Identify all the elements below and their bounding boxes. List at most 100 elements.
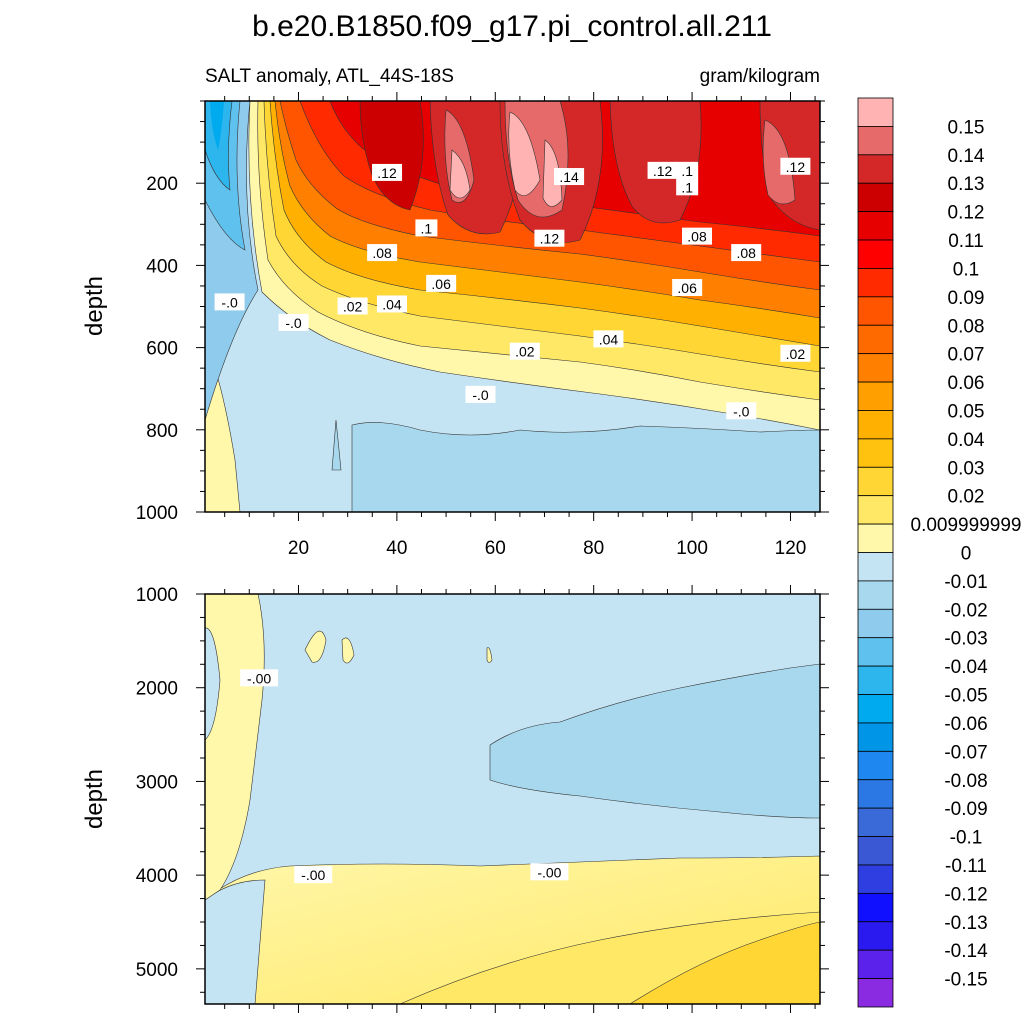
colorbar-box <box>857 949 894 979</box>
contour-label: -.00 <box>294 866 333 884</box>
contour-label: .02 <box>780 344 811 362</box>
colorbar-label: 0.12 <box>948 203 985 224</box>
svg-text:.04: .04 <box>599 331 619 347</box>
contour-label: .08 <box>682 227 712 245</box>
svg-text:-.0: -.0 <box>221 294 238 310</box>
colorbar-box <box>857 154 894 184</box>
colorbar-label: -0.12 <box>944 884 987 905</box>
lower-contour-fills <box>205 594 820 1004</box>
lower-y-axis-title: depth <box>81 769 108 829</box>
colorbar-box <box>857 694 894 724</box>
colorbar-label: 0.07 <box>948 345 985 366</box>
colorbar-label: 0.11 <box>948 231 984 252</box>
lower-contour-labels: -.00 -.00 -.00 <box>240 669 569 884</box>
y-tick-label: 1000 <box>136 503 178 524</box>
upper-axes: 20 40 60 80 100 120 200 400 600 800 1000 <box>136 92 829 559</box>
y-tick-label: 800 <box>146 421 178 442</box>
colorbar-label: -0.02 <box>944 600 987 621</box>
colorbar-label: -0.03 <box>944 629 987 650</box>
colorbar-box <box>857 97 894 127</box>
x-tick-label: 100 <box>676 538 708 559</box>
subtitle-right: gram/kilogram <box>700 66 820 87</box>
contour-label: .04 <box>593 330 624 348</box>
colorbar-label: 0.04 <box>948 430 985 451</box>
colorbar-label: -0.05 <box>944 686 987 707</box>
colorbar-box <box>857 182 894 213</box>
x-tick-label: 60 <box>485 538 506 559</box>
contour-label: .06 <box>672 279 703 297</box>
colorbar-label: 0 <box>961 544 972 565</box>
colorbar-box <box>857 211 894 241</box>
svg-text:.12: .12 <box>540 231 560 247</box>
y-tick-label: 600 <box>146 339 178 360</box>
colorbar-label: 0.02 <box>948 487 985 508</box>
upper-contour-fills <box>205 101 820 512</box>
contour-label: .04 <box>376 295 407 313</box>
contour-label: .02 <box>509 342 540 360</box>
colorbar-box <box>857 495 894 525</box>
svg-text:.08: .08 <box>687 229 707 245</box>
svg-text:.06: .06 <box>431 276 451 292</box>
colorbar-box <box>857 722 894 752</box>
colorbar-box <box>857 921 894 951</box>
svg-text:.12: .12 <box>653 163 673 179</box>
svg-text:.1: .1 <box>681 179 693 195</box>
colorbar-label: -0.11 <box>945 856 987 877</box>
colorbar-box <box>857 892 894 923</box>
contour-label: .1 <box>415 219 438 237</box>
colorbar-box <box>857 438 894 468</box>
colorbar-label: 0.1 <box>953 259 979 280</box>
colorbar-label: 0.05 <box>948 401 985 422</box>
colorbar-box <box>857 324 894 355</box>
colorbar-label: -0.13 <box>944 913 987 934</box>
colorbar-label: -0.1 <box>950 828 983 849</box>
contour-label: -.0 <box>214 293 245 311</box>
y-tick-label: 2000 <box>136 679 178 700</box>
y-tick-label: 4000 <box>136 866 178 887</box>
colorbar-box <box>857 750 894 781</box>
colorbar-label: -0.08 <box>944 771 987 792</box>
contour-label: .14 <box>554 168 585 186</box>
colorbar-box <box>857 665 894 695</box>
colorbar-label: -0.15 <box>944 970 987 991</box>
y-tick-label: 3000 <box>136 772 178 793</box>
colorbar-box <box>857 466 894 497</box>
svg-text:.1: .1 <box>421 220 433 236</box>
colorbar-box <box>857 836 894 866</box>
svg-text:-.00: -.00 <box>537 864 561 880</box>
colorbar-box <box>857 978 894 1008</box>
contour-label: -.0 <box>465 385 496 403</box>
svg-text:.02: .02 <box>343 299 363 315</box>
colorbar-box <box>857 608 894 639</box>
colorbar-label: -0.01 <box>944 572 987 593</box>
contour-label: .02 <box>337 297 368 315</box>
svg-text:.12: .12 <box>377 165 397 181</box>
svg-text:.06: .06 <box>677 280 697 296</box>
contour-label: .12 <box>647 161 678 179</box>
y-tick-label: 5000 <box>136 960 178 981</box>
upper-panel: 20 40 60 80 100 120 200 400 600 800 1000 .12 .14 .12… <box>81 92 829 559</box>
y-tick-label: 200 <box>146 174 178 195</box>
colorbar-label: 0.03 <box>948 458 985 479</box>
colorbar-label: 0.14 <box>948 146 985 167</box>
svg-text:.08: .08 <box>372 245 392 261</box>
colorbar-box <box>857 410 894 440</box>
colorbar-box <box>857 637 894 667</box>
colorbar-label: 0.15 <box>948 117 985 138</box>
svg-text:.14: .14 <box>559 169 579 185</box>
colorbar-box <box>857 126 894 156</box>
colorbar-labels: 0.15 0.14 0.13 0.12 0.11 0.1 0.09 0.08 0.07 0.06 0… <box>911 117 1022 990</box>
contour-label: .1 <box>676 161 699 179</box>
colorbar-label: 0.13 <box>948 174 985 195</box>
x-tick-label: 120 <box>775 538 807 559</box>
svg-text:.02: .02 <box>515 344 535 360</box>
colorbar-label: 0.009999999 <box>911 515 1022 536</box>
colorbar-box <box>857 239 894 269</box>
upper-y-axis-title: depth <box>81 276 108 336</box>
svg-text:-.0: -.0 <box>472 387 489 403</box>
colorbar-label: -0.09 <box>944 799 987 820</box>
contour-label: .1 <box>676 178 699 196</box>
y-tick-label: 1000 <box>136 585 178 606</box>
contour-label: .06 <box>426 274 457 292</box>
contour-label: -.00 <box>240 669 279 687</box>
